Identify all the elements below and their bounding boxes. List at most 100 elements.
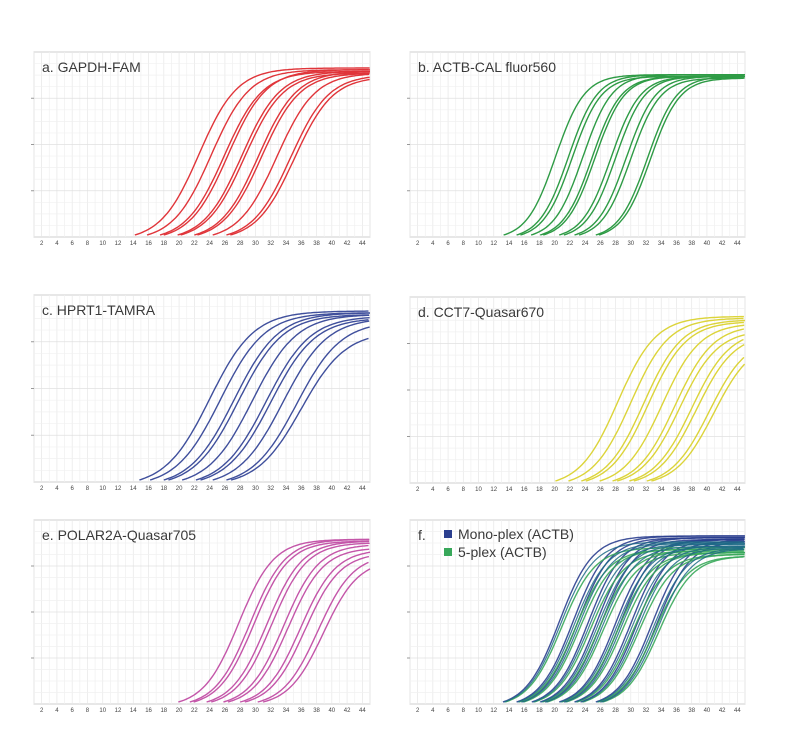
x-tick-label: 6 [446, 708, 450, 714]
x-tick-label: 26 [222, 241, 229, 247]
x-tick-label: 24 [206, 708, 213, 714]
x-tick-label: 30 [252, 241, 259, 247]
amplification-curve [223, 544, 369, 703]
amplification-curve [651, 363, 746, 482]
x-tick-label: 34 [658, 487, 665, 493]
x-tick-label: 14 [130, 241, 137, 247]
x-tick-label: 36 [298, 708, 305, 714]
amplification-curve [206, 540, 369, 703]
x-tick-label: 10 [475, 241, 482, 247]
amplification-curve [181, 314, 370, 481]
x-tick-label: 38 [313, 708, 320, 714]
x-tick-label: 22 [567, 487, 574, 493]
amplification-curve [139, 310, 369, 481]
x-tick-label: 40 [328, 241, 335, 247]
amplification-curve [149, 312, 370, 481]
amplification-curve [598, 77, 744, 236]
x-tick-label: 2 [40, 486, 44, 492]
x-tick-label: 16 [145, 708, 152, 714]
x-tick-label: 10 [475, 487, 482, 493]
x-tick-label: 6 [71, 241, 75, 247]
x-tick-label: 20 [176, 486, 183, 492]
x-tick-label: 4 [431, 487, 435, 493]
x-tick-label: 24 [582, 241, 589, 247]
x-tick-label: 14 [506, 708, 513, 714]
x-tick-label: 44 [734, 241, 741, 247]
x-tick-label: 38 [313, 241, 320, 247]
x-tick-label: 32 [267, 708, 274, 714]
x-tick-label: 34 [658, 241, 665, 247]
x-tick-label: 22 [191, 708, 198, 714]
x-tick-label: 30 [252, 486, 259, 492]
x-tick-label: 12 [490, 241, 497, 247]
amplification-curve [646, 356, 745, 482]
amplification-curve [601, 548, 745, 703]
x-tick-label: 36 [673, 241, 680, 247]
x-tick-label: 10 [475, 708, 482, 714]
x-tick-label: 34 [283, 486, 290, 492]
amplification-curve [177, 70, 369, 236]
amplification-curve [596, 547, 744, 703]
amplification-curve [574, 75, 744, 236]
x-tick-label: 8 [462, 487, 466, 493]
amplification-curve [212, 73, 370, 236]
x-tick-label: 24 [582, 487, 589, 493]
x-tick-label: 14 [130, 486, 137, 492]
amplification-curve [595, 75, 745, 236]
amplification-curve [134, 67, 370, 236]
x-tick-label: 28 [237, 486, 244, 492]
x-tick-label: 38 [688, 241, 695, 247]
x-tick-label: 40 [328, 708, 335, 714]
x-tick-label: 42 [719, 487, 726, 493]
x-tick-label: 44 [734, 487, 741, 493]
panel-title: f. [418, 527, 426, 543]
amplification-curve [227, 548, 370, 703]
x-tick-label: 44 [734, 708, 741, 714]
amplification-curve [522, 542, 745, 703]
amplification-curve [503, 541, 744, 703]
panel-b-actb-cal-fluor560: 2 4 6 8 10 12 14 16 18 20 22 24 26 28 30 32 34 36 38 40 42 44… [407, 51, 746, 247]
x-tick-label: 18 [160, 241, 167, 247]
amplification-curve [226, 76, 370, 236]
x-tick-label: 14 [506, 487, 513, 493]
x-tick-label: 16 [521, 241, 528, 247]
x-tick-label: 38 [688, 487, 695, 493]
x-tick-label: 16 [145, 486, 152, 492]
x-tick-label: 24 [206, 241, 213, 247]
x-tick-label: 32 [267, 241, 274, 247]
x-tick-label: 28 [237, 241, 244, 247]
x-tick-label: 30 [252, 708, 259, 714]
amplification-curve [163, 312, 370, 481]
panel-a-gapdh-fam: 2 4 6 8 10 12 14 16 18 20 22 24 26 28 30 32 34 36 38 40 42 44… [31, 51, 371, 247]
panel-title: c. HPRT1-TAMRA [42, 302, 156, 318]
panel-e-polar2a-quasar705: 2 4 6 8 10 12 14 16 18 20 22 24 26 28 30 32 34 36 38 40 42 44… [31, 519, 371, 714]
x-tick-label: 36 [673, 487, 680, 493]
x-tick-label: 26 [597, 708, 604, 714]
x-tick-label: 8 [462, 241, 466, 247]
amplification-curve [230, 337, 369, 481]
legend-swatch [444, 530, 452, 538]
amplification-curve [197, 72, 370, 236]
amplification-curve [542, 550, 745, 703]
legend-label: Mono-plex (ACTB) [458, 526, 574, 542]
x-tick-label: 12 [115, 486, 122, 492]
amplification-curve [159, 70, 370, 236]
x-tick-label: 30 [627, 708, 634, 714]
x-tick-label: 14 [506, 241, 513, 247]
x-tick-label: 8 [462, 708, 466, 714]
x-tick-label: 4 [431, 241, 435, 247]
legend-swatch [444, 548, 452, 556]
panel-title: a. GAPDH-FAM [42, 59, 141, 75]
x-tick-label: 42 [344, 708, 351, 714]
x-tick-label: 32 [643, 708, 650, 714]
x-tick-label: 38 [688, 708, 695, 714]
x-tick-label: 18 [536, 708, 543, 714]
x-tick-label: 44 [359, 241, 366, 247]
x-tick-label: 4 [55, 708, 59, 714]
amplification-curve [244, 555, 370, 703]
amplification-curve [582, 553, 745, 703]
x-tick-label: 32 [267, 486, 274, 492]
amplification-curve [581, 319, 746, 482]
x-tick-label: 10 [99, 708, 106, 714]
x-tick-label: 28 [612, 487, 619, 493]
